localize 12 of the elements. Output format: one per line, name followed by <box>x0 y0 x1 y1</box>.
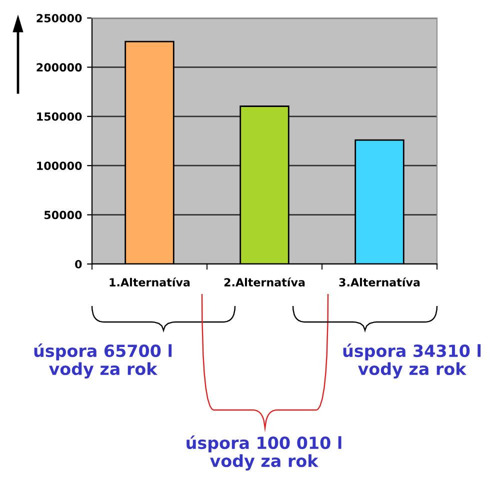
y-tick-label: 100000 <box>37 162 82 170</box>
y-tick-label: 200000 <box>36 63 82 72</box>
text: úspora 65700 l vody za rok <box>34 344 172 378</box>
x-tick-label: 1.Alternatíva <box>110 277 190 286</box>
x-tick-label: 3.Alternatíva <box>339 277 420 286</box>
y-tick-label: 150000 <box>37 112 82 121</box>
text: úspora 34310 l vody za rok <box>343 344 481 378</box>
text: úspora 100 010 l vody za rok <box>186 436 342 470</box>
y-tick-label: 250000 <box>36 14 82 22</box>
x-tick-label: 2.Alternatíva <box>224 277 305 286</box>
y-tick-label: 0 <box>75 260 82 268</box>
y-tick-label: 50000 <box>44 210 82 220</box>
